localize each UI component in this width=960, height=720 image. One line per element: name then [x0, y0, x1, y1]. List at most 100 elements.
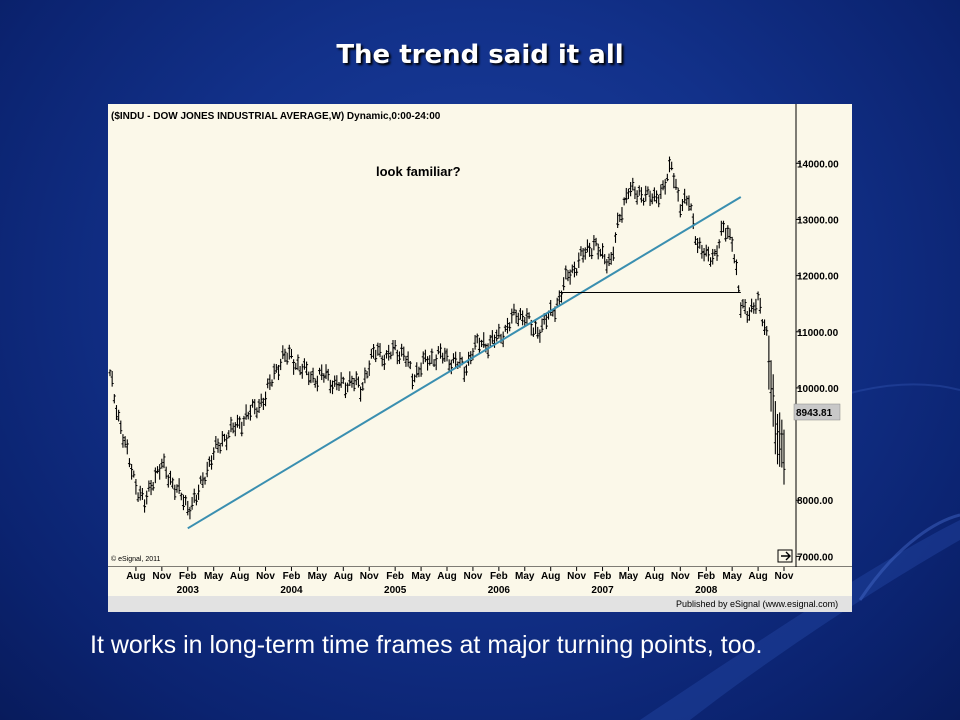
price-bar: [361, 382, 365, 391]
price-bar: [439, 343, 443, 359]
price-bar: [285, 352, 289, 365]
price-bar: [590, 248, 594, 260]
price-bar: [611, 246, 615, 261]
price-bar: [782, 429, 786, 485]
price-bar: [281, 345, 285, 360]
price-bar: [203, 476, 207, 485]
price-bar: [525, 308, 529, 324]
price-bar: [127, 458, 131, 468]
price-bar: [268, 374, 272, 390]
price-bar: [337, 382, 341, 392]
price-bar: [307, 371, 311, 386]
price-bar: [367, 360, 371, 376]
price-bar: [570, 264, 574, 274]
scroll-to-end-icon[interactable]: [777, 549, 793, 563]
price-bar: [568, 269, 572, 285]
price-bar: [287, 344, 291, 360]
price-bar: [426, 356, 430, 371]
price-bar: [143, 499, 147, 513]
price-bar: [706, 246, 710, 262]
price-bar: [382, 354, 386, 370]
month-tick-label: Feb: [594, 571, 612, 582]
price-bar: [605, 258, 609, 274]
price-bar: [715, 245, 719, 261]
price-bar: [346, 382, 350, 393]
price-bar: [108, 369, 112, 377]
price-bar: [201, 472, 205, 489]
price-bar: [665, 173, 669, 182]
price-bar: [177, 478, 181, 494]
price-bar: [544, 314, 548, 330]
price-bar: [207, 456, 211, 467]
price-bar: [119, 420, 123, 434]
month-tick-label: Aug: [645, 571, 664, 582]
price-bar: [601, 243, 605, 259]
price-bar: [780, 419, 784, 468]
price-bar: [188, 506, 192, 520]
price-bar: [365, 371, 369, 379]
month-tick-label: Feb: [179, 571, 197, 582]
price-bar: [259, 393, 263, 407]
last-price-label: 8943.81: [796, 408, 833, 419]
price-tick-label: 10000.00: [797, 384, 839, 395]
price-bar: [225, 434, 229, 451]
price-bar: [620, 207, 624, 223]
month-tick-label: Aug: [748, 571, 767, 582]
price-bar: [162, 453, 166, 469]
price-bar: [197, 484, 201, 500]
price-bar: [441, 352, 445, 364]
chart-annotation: look familiar?: [376, 164, 461, 179]
price-bar: [413, 374, 417, 383]
plot-area: [108, 104, 796, 567]
price-bar: [477, 337, 481, 354]
price-bar: [594, 237, 598, 247]
price-bar: [261, 397, 265, 410]
price-bar: [577, 252, 581, 269]
month-tick-label: May: [411, 571, 431, 582]
price-bar: [212, 447, 216, 460]
price-bar: [670, 161, 674, 171]
price-bar: [447, 359, 451, 372]
price-bar: [112, 394, 116, 404]
price-bar: [244, 404, 248, 420]
month-tick-label: May: [619, 571, 639, 582]
price-bar: [510, 308, 514, 324]
price-bar: [140, 487, 144, 500]
price-bar: [631, 177, 635, 191]
price-bar: [393, 340, 397, 351]
price-bar: [322, 373, 326, 383]
price-bar: [404, 356, 408, 367]
price-bar: [160, 458, 164, 469]
price-bar: [642, 197, 646, 206]
price-bar: [315, 375, 319, 392]
dow-jones-chart: ($INDU - DOW JONES INDUSTRIAL AVERAGE,W)…: [108, 104, 852, 612]
price-bar: [668, 156, 672, 173]
chart-header: ($INDU - DOW JONES INDUSTRIAL AVERAGE,W)…: [111, 111, 441, 122]
price-bar: [765, 326, 769, 336]
price-bar: [445, 348, 449, 362]
price-bar: [523, 316, 527, 327]
price-bar: [324, 364, 328, 380]
price-bar: [497, 323, 501, 339]
price-bar: [776, 413, 780, 465]
price-bar: [683, 188, 687, 204]
price-bar: [270, 379, 274, 387]
price-bar: [402, 346, 406, 361]
price-bar: [289, 348, 293, 359]
price-bar: [235, 414, 239, 428]
price-bar: [277, 364, 280, 381]
price-bar: [592, 235, 596, 251]
price-bar: [421, 351, 425, 365]
price-bar: [333, 375, 337, 387]
price-bar: [505, 317, 509, 334]
price-bar: [743, 299, 747, 314]
price-bar: [575, 268, 579, 276]
year-tick-label: 2006: [488, 585, 511, 596]
price-bar: [678, 204, 682, 218]
price-bar: [747, 307, 751, 321]
slide-title: The trend said it all: [336, 40, 624, 70]
price-bar: [454, 351, 458, 368]
price-bar: [166, 474, 170, 488]
price-bars: [108, 156, 786, 520]
price-bar: [661, 180, 665, 191]
